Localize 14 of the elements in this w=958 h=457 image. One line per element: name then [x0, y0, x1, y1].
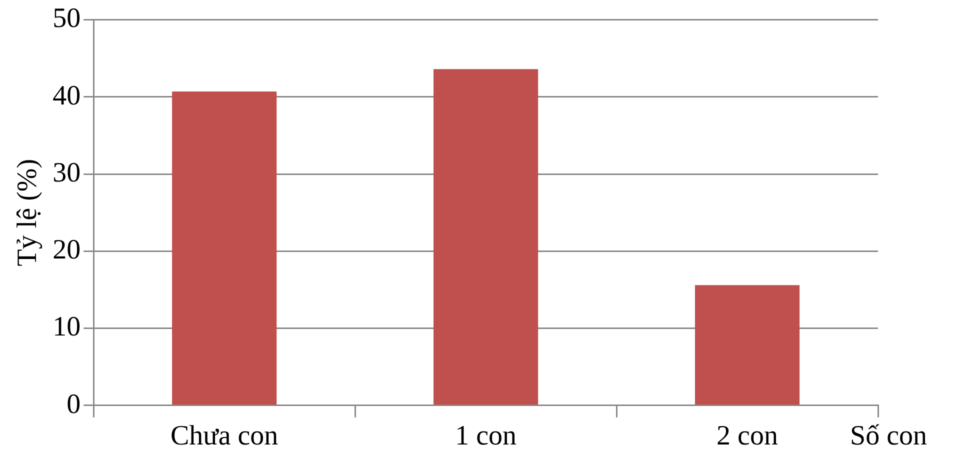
- x-tick-label: 1 con: [455, 420, 517, 452]
- bar: [434, 69, 538, 405]
- bar: [172, 92, 277, 405]
- y-tick-label: 40: [52, 80, 81, 112]
- y-axis-title: Tỷ lệ (%): [12, 158, 44, 266]
- y-tick-label: 30: [52, 157, 81, 188]
- y-tick-label: 10: [52, 312, 81, 343]
- y-tick-label: 0: [66, 388, 81, 420]
- y-tick-label: 50: [52, 3, 81, 34]
- x-tick-label: 2 con: [716, 420, 778, 452]
- y-tick-label: 20: [52, 234, 81, 266]
- x-axis-title: Số con: [850, 420, 927, 452]
- x-tick-label: Chưa con: [170, 420, 278, 452]
- bar: [694, 285, 800, 405]
